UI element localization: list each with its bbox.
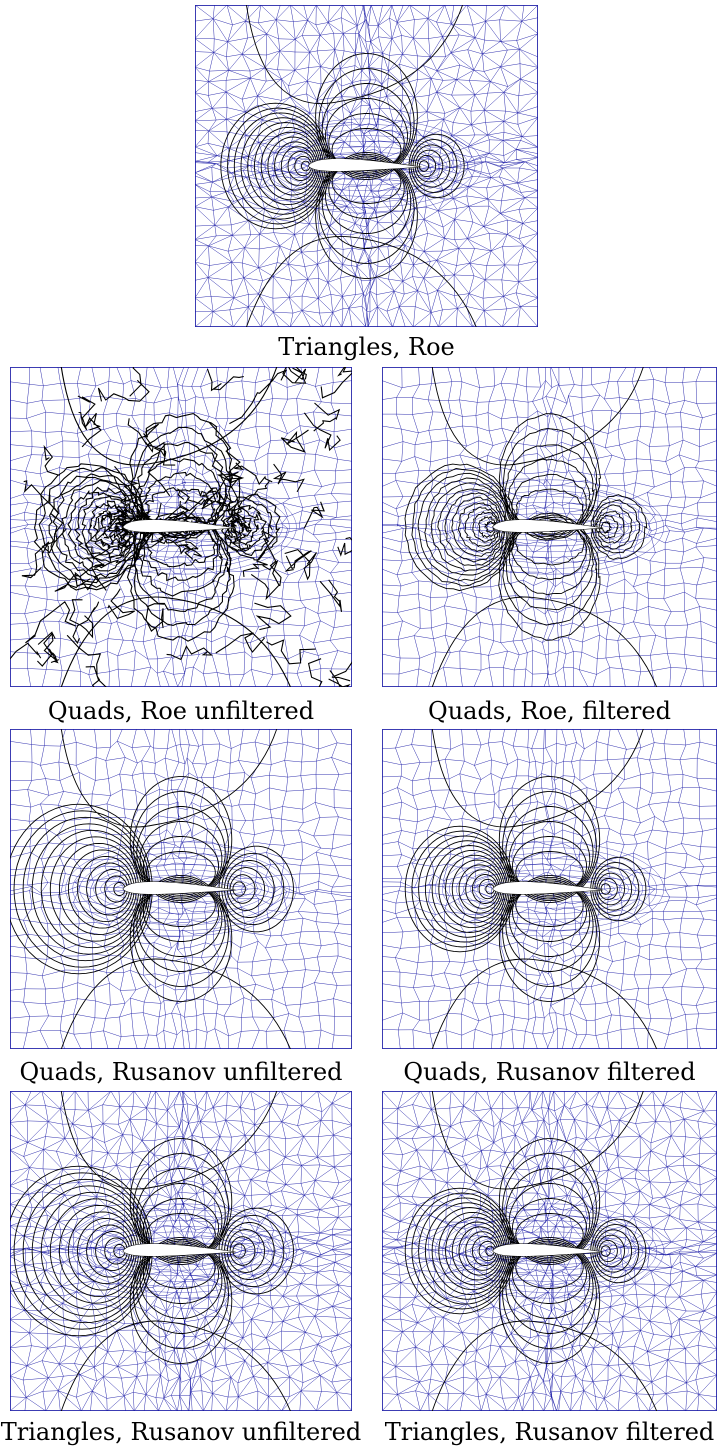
panel-quads-rusanov-filtered xyxy=(382,729,717,1049)
caption-quads-roe-filtered: Quads, Roe, filtered xyxy=(428,697,671,725)
mesh-contour-plot xyxy=(10,729,352,1049)
airfoil-shape xyxy=(122,1243,236,1257)
caption-quads-rusanov-filtered: Quads, Rusanov filtered xyxy=(403,1058,696,1086)
caption-triangles-roe: Triangles, Roe xyxy=(278,333,455,361)
mesh-lines xyxy=(382,729,717,1049)
mesh-contour-plot xyxy=(382,367,717,687)
caption-quads-rusanov-unfiltered: Quads, Rusanov unfiltered xyxy=(19,1058,343,1086)
airfoil-shape xyxy=(307,158,422,172)
mesh-lines xyxy=(195,5,538,327)
airfoil-shape xyxy=(492,1243,604,1257)
mesh-contour-plot xyxy=(10,1091,352,1411)
mesh-contour-plot xyxy=(382,1091,717,1411)
caption-triangles-rusanov-filtered: Triangles, Rusanov filtered xyxy=(384,1418,715,1446)
panel-border xyxy=(10,367,352,687)
mesh-contour-plot xyxy=(195,5,538,327)
contour-lines xyxy=(404,367,658,687)
panel-quads-roe-filtered xyxy=(382,367,717,687)
panel-quads-roe-unfiltered xyxy=(10,367,352,687)
airfoil-shape xyxy=(122,519,236,533)
airfoil-shape xyxy=(492,881,604,895)
mesh-contour-plot xyxy=(382,729,717,1049)
caption-triangles-rusanov-unfiltered: Triangles, Rusanov unfiltered xyxy=(0,1418,362,1446)
panel-border xyxy=(10,729,352,1049)
caption-quads-roe-unfiltered: Quads, Roe unfiltered xyxy=(47,697,315,725)
panel-border xyxy=(195,5,538,327)
mesh-lines xyxy=(382,367,717,687)
panel-triangles-rusanov-unfiltered xyxy=(10,1091,352,1411)
mesh-contour-plot xyxy=(10,367,352,687)
panel-quads-rusanov-unfiltered xyxy=(10,729,352,1049)
airfoil-shape xyxy=(492,519,604,533)
panel-triangles-roe xyxy=(195,5,538,327)
panel-triangles-rusanov-filtered xyxy=(382,1091,717,1411)
panel-border xyxy=(10,1091,352,1411)
mesh-lines xyxy=(382,1091,717,1411)
airfoil-shape xyxy=(122,881,236,895)
